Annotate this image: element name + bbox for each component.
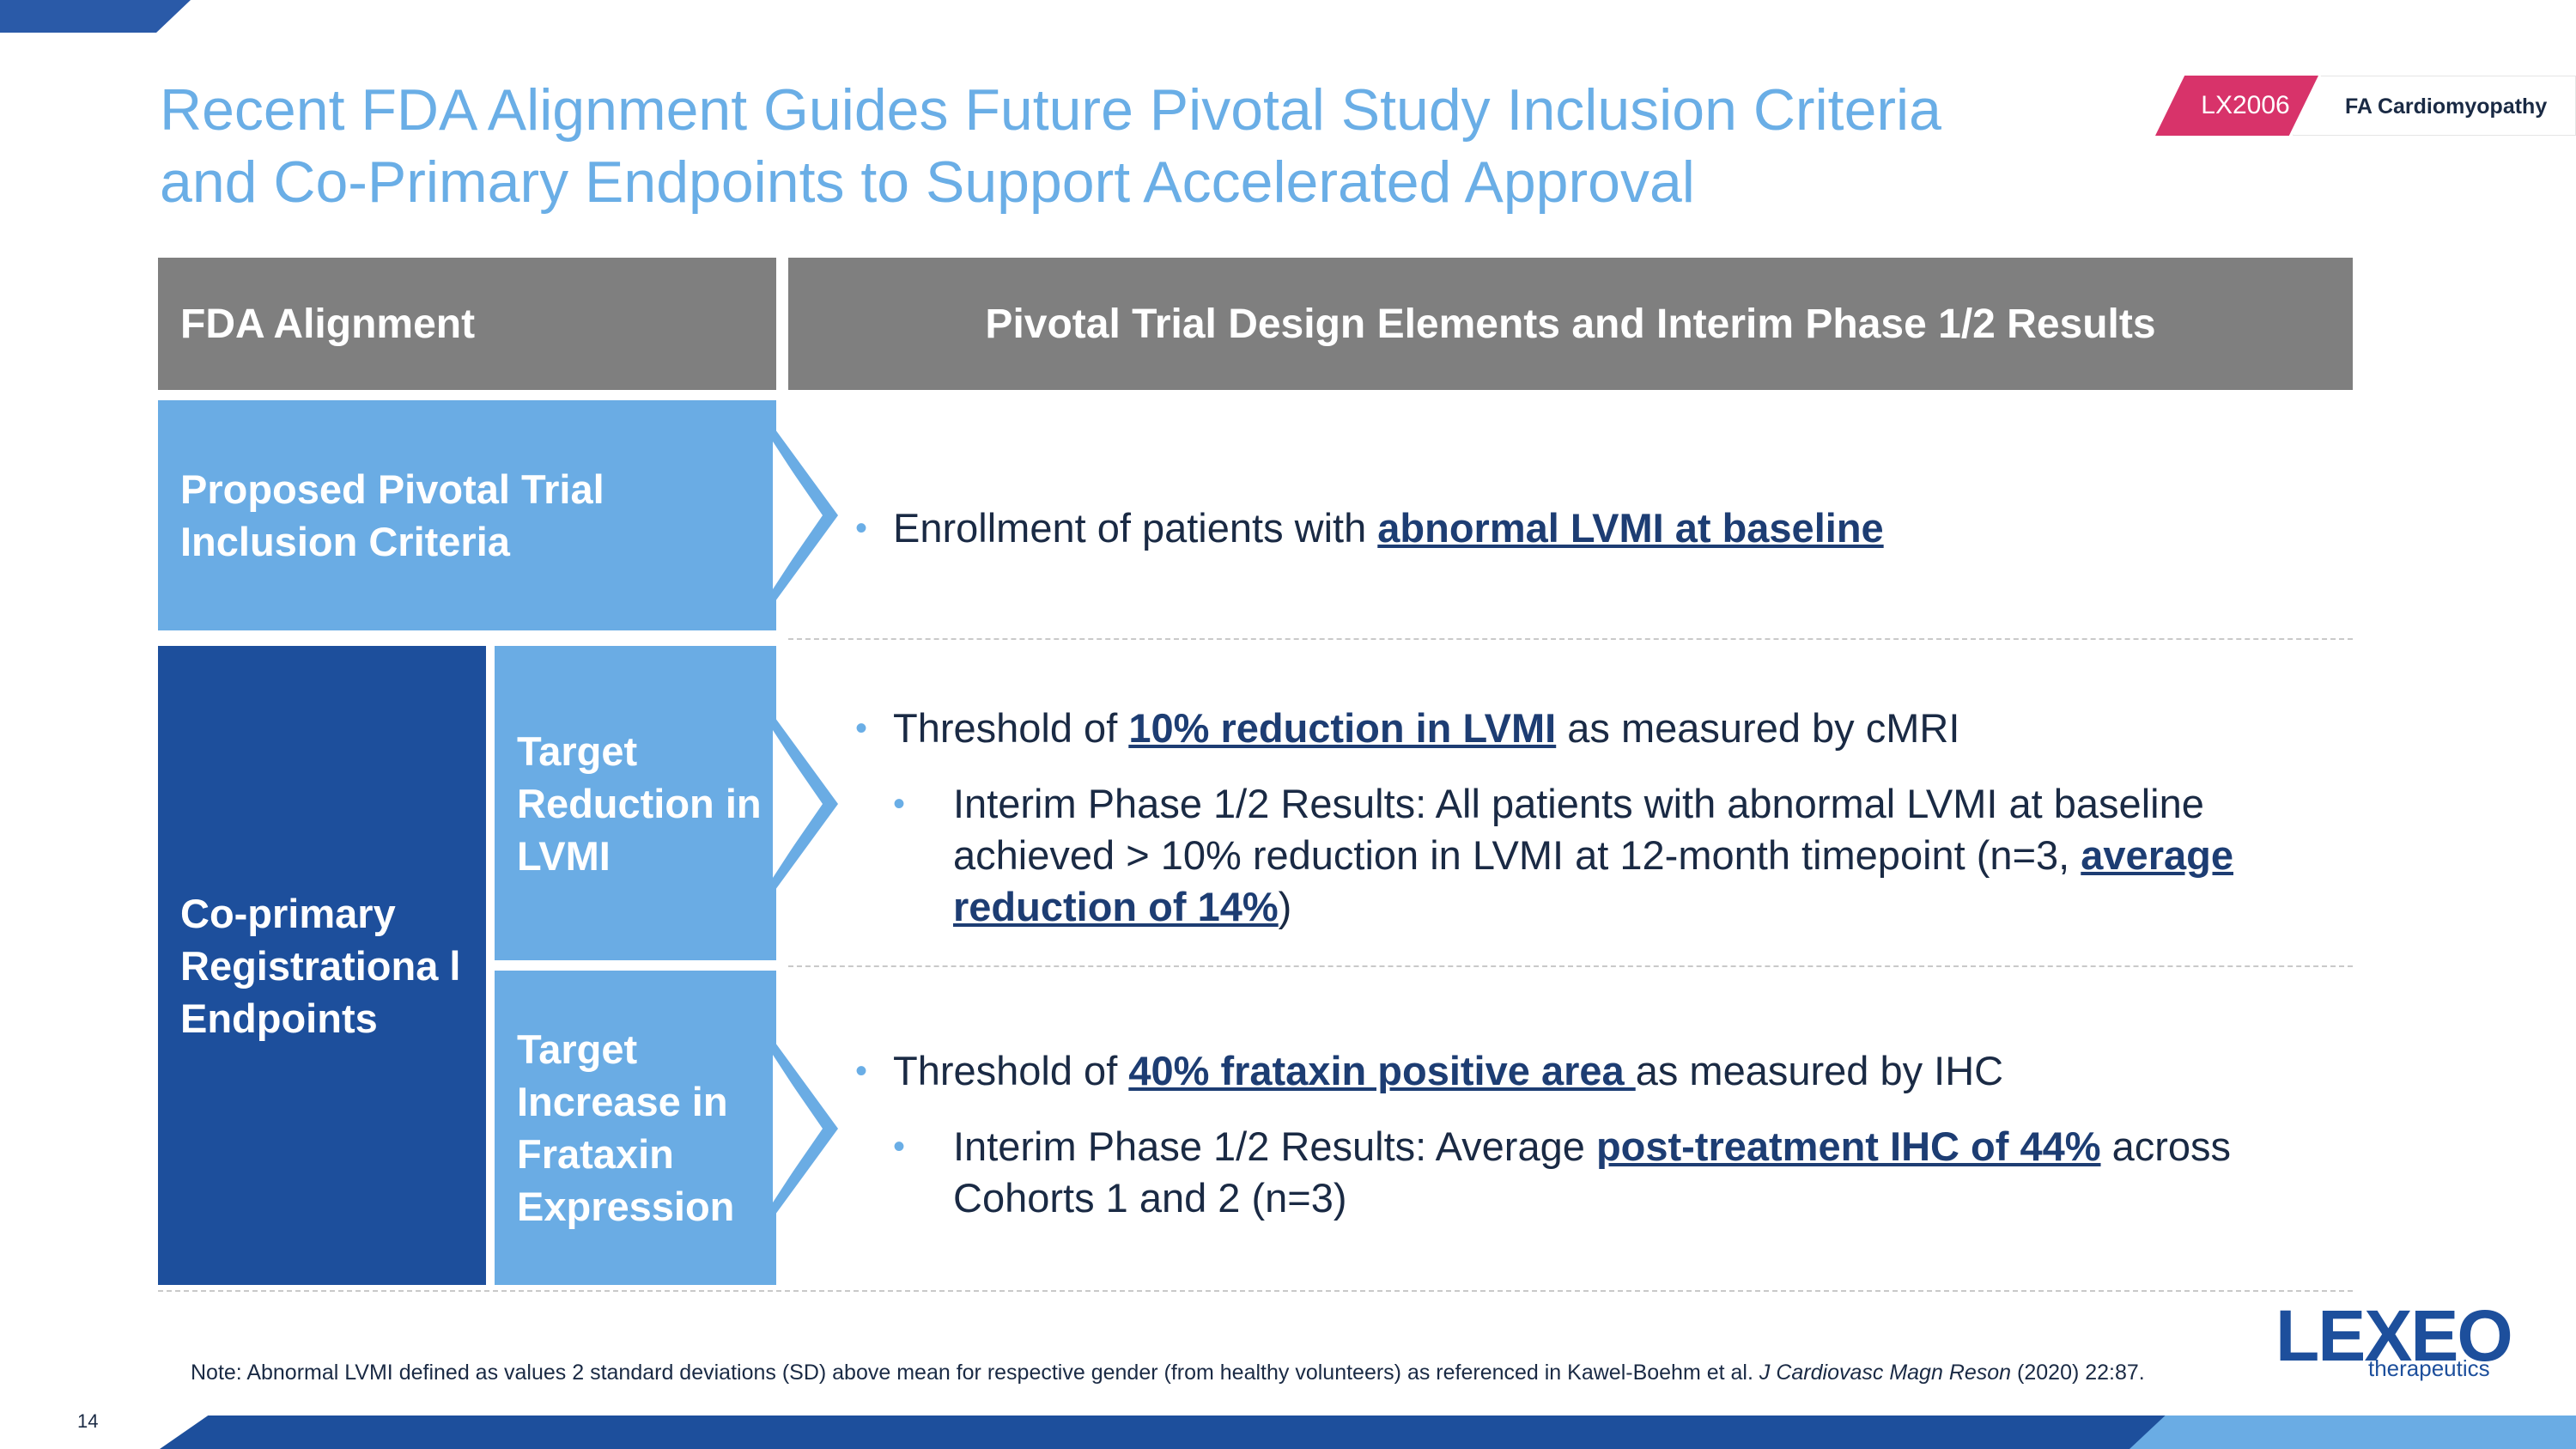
bullet-text: as measured by IHC	[1635, 1048, 2004, 1093]
chevron-arrow-icon	[773, 426, 841, 605]
target-lvmi-label: Target Reduction in LVMI	[517, 728, 762, 879]
header-pivotal-design: Pivotal Trial Design Elements and Interi…	[788, 258, 2353, 390]
program-tag: LX2006 FA Cardiomyopathy	[2155, 76, 2576, 136]
highlight-text: 40% frataxin positive area	[1128, 1048, 1636, 1093]
inclusion-criteria-label: Proposed Pivotal Trial Inclusion Criteri…	[180, 466, 605, 564]
therapeutic-area-tag: FA Cardiomyopathy	[2293, 76, 2576, 136]
page-number: 14	[77, 1410, 99, 1432]
sub-bullet-item: Interim Phase 1/2 Results: Average post-…	[850, 1121, 2336, 1224]
sub-bullet-text: across Cohorts 1 and 2 (n=3)	[953, 1123, 2232, 1221]
co-primary-endpoints-box: Co-primary Registrationa l Endpoints	[158, 646, 486, 1285]
sub-bullet-text: Interim Phase 1/2 Results: All patients …	[953, 781, 2204, 878]
footnote-citation: (2020) 22:87.	[2011, 1361, 2145, 1385]
logo-wordmark: LEXEO	[2275, 1295, 2513, 1376]
header-fda-alignment: FDA Alignment	[158, 258, 776, 390]
target-frataxin-box: Target Increase in Frataxin Expression	[495, 971, 776, 1285]
chevron-arrow-icon	[773, 1039, 841, 1218]
highlight-text: 10% reduction in LVMI	[1128, 705, 1557, 751]
target-lvmi-box: Target Reduction in LVMI	[495, 646, 776, 960]
row-divider	[788, 638, 2353, 640]
bullet-item: Threshold of 40% frataxin positive area …	[850, 1045, 2336, 1097]
bullet-text: Threshold of	[893, 705, 1129, 751]
row-divider	[788, 965, 2353, 967]
chevron-arrow-icon	[773, 715, 841, 893]
top-accent-bar	[0, 0, 191, 33]
page-title: Recent FDA Alignment Guides Future Pivot…	[160, 74, 2135, 218]
footnote-text: Note: Abnormal LVMI defined as values 2 …	[191, 1361, 1759, 1385]
row-inclusion-content: Enrollment of patients with abnormal LVM…	[850, 502, 2336, 554]
title-line-2: and Co-Primary Endpoints to Support Acce…	[160, 149, 1695, 215]
sub-bullet-item: Interim Phase 1/2 Results: All patients …	[850, 778, 2336, 933]
title-line-1: Recent FDA Alignment Guides Future Pivot…	[160, 77, 1941, 143]
sub-bullet-text: )	[1278, 884, 1292, 929]
bottom-accent-bar-light	[2129, 1416, 2576, 1449]
row-divider	[158, 1290, 2353, 1292]
footnote: Note: Abnormal LVMI defined as values 2 …	[191, 1359, 2286, 1386]
footnote-journal: J Cardiovasc Magn Reson	[1759, 1361, 2012, 1385]
bullet-text: Enrollment of patients with	[893, 505, 1378, 551]
logo-tagline: therapeutics	[2368, 1355, 2490, 1381]
highlight-text: abnormal LVMI at baseline	[1377, 505, 1884, 551]
inclusion-criteria-box: Proposed Pivotal Trial Inclusion Criteri…	[158, 400, 776, 630]
row-lvmi-content: Threshold of 10% reduction in LVMI as me…	[850, 703, 2336, 933]
product-tag: LX2006	[2155, 76, 2318, 136]
bullet-item: Threshold of 10% reduction in LVMI as me…	[850, 703, 2336, 754]
bullet-text: as measured by cMRI	[1556, 705, 1960, 751]
sub-bullet-text: Interim Phase 1/2 Results: Average	[953, 1123, 1596, 1169]
co-primary-endpoints-label: Co-primary Registrationa l Endpoints	[180, 890, 461, 1041]
row-frataxin-content: Threshold of 40% frataxin positive area …	[850, 1045, 2336, 1224]
target-frataxin-label: Target Increase in Frataxin Expression	[517, 1026, 735, 1229]
bullet-item: Enrollment of patients with abnormal LVM…	[850, 502, 2336, 554]
lexeo-logo: LEXEO therapeutics	[2275, 1297, 2513, 1383]
highlight-text: post-treatment IHC of 44%	[1595, 1123, 2101, 1169]
bullet-text: Threshold of	[893, 1048, 1129, 1093]
highlight-text: average reduction of 14%	[953, 832, 2233, 929]
